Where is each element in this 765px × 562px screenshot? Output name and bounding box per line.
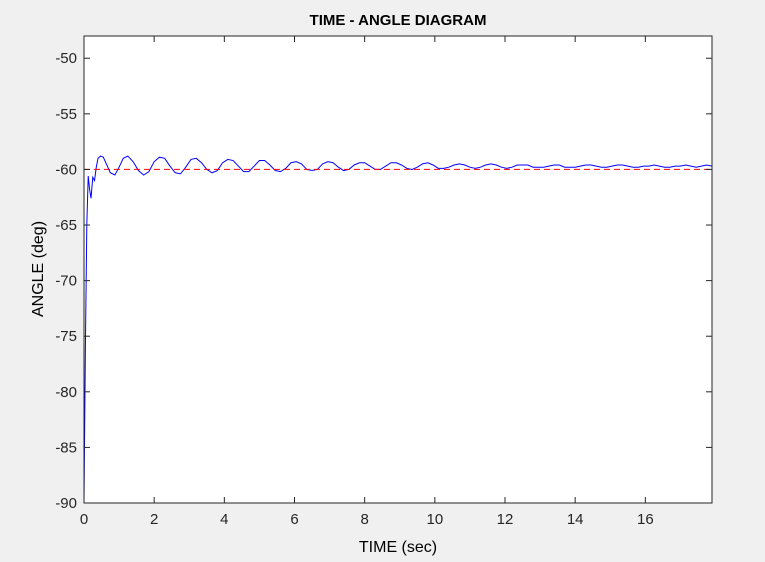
x-tick-label: 4 [220,511,228,528]
axes-box [83,35,713,504]
x-tick-label: 2 [150,511,158,528]
y-tick-label: -50 [55,50,77,67]
y-tick-label: -60 [55,161,77,178]
x-tick-label: 14 [567,511,584,528]
x-tick-label: 10 [426,511,443,528]
x-tick-label: 8 [360,511,368,528]
x-axis-label: TIME (sec) [359,539,437,556]
y-tick-label: -55 [55,106,77,123]
tick-layer: 0 2 4 6 8 10 12 14 16 -90 -85 -80 -75 -70 -65 -60 -55 -50 [55,36,712,528]
x-tick-label: 12 [497,511,514,528]
series-layer [83,155,713,504]
chart-title: TIME - ANGLE DIAGRAM [310,12,487,29]
y-tick-label: -70 [55,273,77,290]
y-tick-label: -75 [55,328,77,345]
x-tick-label: 6 [290,511,298,528]
y-tick-label: -90 [55,495,77,512]
y-tick-label: -65 [55,217,77,234]
x-tick-label: 16 [637,511,654,528]
y-tick-label: -80 [55,384,77,401]
y-axis-label: ANGLE (deg) [30,221,47,317]
y-tick-label: -85 [55,439,77,456]
plot-area [84,36,712,503]
x-tick-label: 0 [80,511,88,528]
